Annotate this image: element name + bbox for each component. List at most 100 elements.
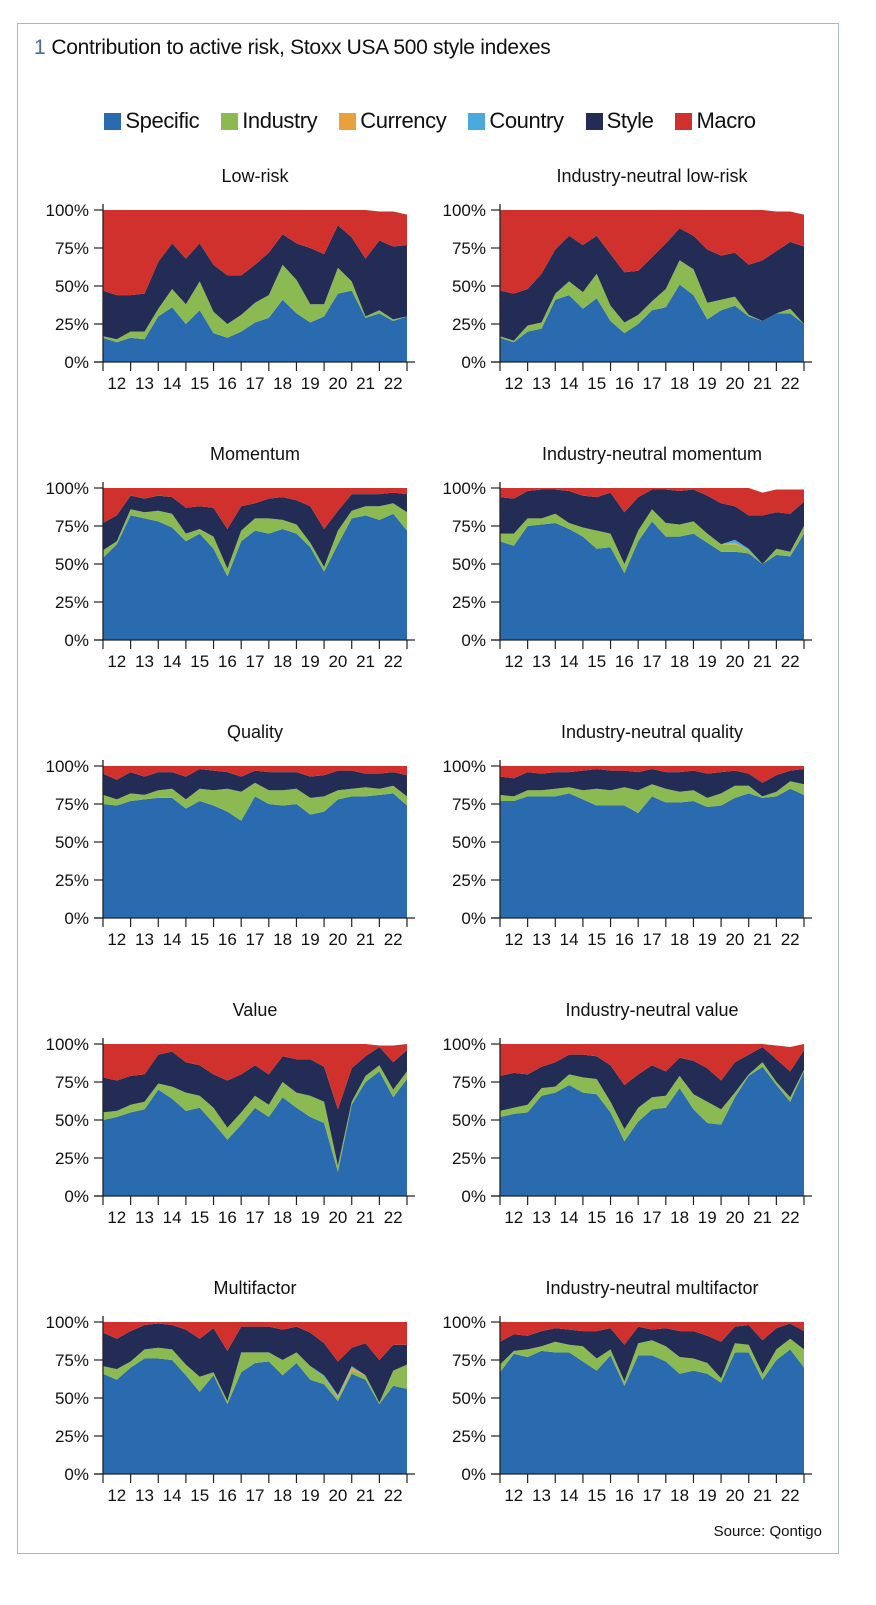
area-style bbox=[103, 769, 407, 800]
legend-item-specific: Specific bbox=[104, 108, 200, 134]
x-tick-label: 12 bbox=[107, 1486, 126, 1505]
x-tick-label: 21 bbox=[753, 1208, 772, 1227]
legend-label: Specific bbox=[125, 108, 200, 133]
area-specific bbox=[103, 290, 407, 362]
x-tick-label: 15 bbox=[587, 1486, 606, 1505]
area-macro bbox=[500, 210, 804, 294]
legend-swatch bbox=[339, 112, 357, 130]
source-note: Source: Qontigo bbox=[713, 1523, 822, 1540]
x-tick-label: 21 bbox=[356, 652, 375, 671]
y-tick-label: 50% bbox=[55, 555, 89, 574]
x-tick-label: 19 bbox=[698, 1208, 717, 1227]
legend-label: Country bbox=[489, 108, 564, 133]
area-style bbox=[500, 1323, 804, 1382]
x-tick-label: 22 bbox=[384, 652, 403, 671]
chart-title: Multifactor bbox=[213, 1278, 296, 1298]
y-tick-label: 75% bbox=[452, 1073, 486, 1092]
x-tick-label: 16 bbox=[218, 930, 237, 949]
x-tick-label: 21 bbox=[753, 930, 772, 949]
chart-title: Industry-neutral value bbox=[565, 1000, 738, 1020]
x-tick-label: 22 bbox=[781, 1486, 800, 1505]
y-tick-label: 0% bbox=[64, 909, 89, 928]
chart-panel: Industry-neutral quality 0% 25% 50% 75% 100% 1… bbox=[443, 722, 812, 949]
y-tick-label: 0% bbox=[64, 1187, 89, 1206]
area-macro bbox=[500, 488, 804, 516]
area-specific bbox=[500, 1066, 804, 1196]
x-tick-label: 17 bbox=[643, 374, 662, 393]
x-tick-label: 22 bbox=[384, 1486, 403, 1505]
y-tick-label: 75% bbox=[55, 1351, 89, 1370]
area-style bbox=[500, 228, 804, 341]
legend-swatch bbox=[104, 112, 122, 130]
legend-label: Currency bbox=[360, 108, 447, 133]
x-tick-label: 12 bbox=[504, 1486, 523, 1505]
x-tick-label: 14 bbox=[163, 652, 182, 671]
x-tick-label: 19 bbox=[301, 374, 320, 393]
x-tick-label: 20 bbox=[725, 1486, 744, 1505]
chart-panel: Momentum 0% 25% 50% 75% 100% 12 13 14 15 16 17 18 19 2… bbox=[46, 444, 415, 671]
area-industry bbox=[103, 1065, 407, 1172]
chart-panel: Industry-neutral low-risk 0% 25% 50% 75% 100%… bbox=[443, 166, 812, 393]
x-tick-label: 21 bbox=[356, 1208, 375, 1227]
figure-title-text: Contribution to active risk, Stoxx USA 5… bbox=[51, 36, 551, 59]
x-tick-label: 17 bbox=[643, 930, 662, 949]
chart-title: Quality bbox=[227, 722, 283, 742]
y-tick-label: 100% bbox=[443, 1313, 486, 1332]
x-tick-label: 17 bbox=[643, 1208, 662, 1227]
area-industry bbox=[103, 503, 407, 577]
area-specific bbox=[500, 1349, 804, 1474]
chart-panel: Low-risk 0% 25% 50% 75% 100% 12 13 14 15 16 17 18 19 2… bbox=[46, 166, 415, 393]
y-tick-label: 50% bbox=[452, 277, 486, 296]
area-industry bbox=[500, 1062, 804, 1142]
x-tick-label: 20 bbox=[328, 930, 347, 949]
y-tick-label: 25% bbox=[55, 871, 89, 890]
y-tick-label: 0% bbox=[64, 631, 89, 650]
y-tick-label: 50% bbox=[55, 833, 89, 852]
x-tick-label: 15 bbox=[587, 1208, 606, 1227]
figure-title: 1 Contribution to active risk, Stoxx USA … bbox=[34, 36, 551, 60]
y-tick-label: 75% bbox=[55, 1073, 89, 1092]
x-tick-label: 12 bbox=[504, 374, 523, 393]
y-tick-label: 25% bbox=[55, 1149, 89, 1168]
x-tick-label: 12 bbox=[107, 1208, 126, 1227]
x-tick-label: 22 bbox=[384, 930, 403, 949]
chart-panel: Quality 0% 25% 50% 75% 100% 12 13 14 15 16 17 18 19 20… bbox=[46, 722, 415, 949]
y-tick-label: 75% bbox=[452, 239, 486, 258]
x-tick-label: 18 bbox=[273, 1486, 292, 1505]
x-tick-label: 14 bbox=[560, 374, 579, 393]
legend-item-currency: Currency bbox=[339, 108, 447, 134]
y-tick-label: 0% bbox=[461, 353, 486, 372]
legend-label: Macro bbox=[696, 108, 756, 133]
y-tick-label: 50% bbox=[452, 1389, 486, 1408]
y-tick-label: 75% bbox=[55, 517, 89, 536]
x-tick-label: 21 bbox=[753, 1486, 772, 1505]
x-tick-label: 15 bbox=[190, 652, 209, 671]
x-tick-label: 12 bbox=[504, 930, 523, 949]
area-industry bbox=[103, 782, 407, 821]
figure-number: 1 bbox=[34, 36, 46, 59]
x-tick-label: 13 bbox=[135, 1208, 154, 1227]
x-tick-label: 20 bbox=[328, 374, 347, 393]
chart-title: Industry-neutral momentum bbox=[542, 444, 762, 464]
area-macro bbox=[103, 210, 407, 296]
y-tick-label: 0% bbox=[461, 1465, 486, 1484]
x-tick-label: 17 bbox=[643, 1486, 662, 1505]
x-tick-label: 21 bbox=[356, 930, 375, 949]
area-specific bbox=[103, 1071, 407, 1196]
y-tick-label: 25% bbox=[452, 1149, 486, 1168]
y-tick-label: 50% bbox=[452, 833, 486, 852]
area-macro bbox=[500, 1044, 804, 1085]
x-tick-label: 13 bbox=[532, 1486, 551, 1505]
x-tick-label: 19 bbox=[301, 1208, 320, 1227]
y-tick-label: 100% bbox=[443, 479, 486, 498]
chart-panel: Industry-neutral momentum 0% 25% 50% 75% 100%… bbox=[443, 444, 812, 671]
chart-panel: Industry-neutral multifactor 0% 25% 50% 75% 1… bbox=[443, 1278, 812, 1505]
x-tick-label: 15 bbox=[587, 374, 606, 393]
x-tick-label: 22 bbox=[781, 374, 800, 393]
legend: Specific Industry Currency Country Style… bbox=[0, 108, 860, 134]
x-tick-label: 17 bbox=[246, 930, 265, 949]
x-tick-label: 19 bbox=[698, 652, 717, 671]
chart-panel: Value 0% 25% 50% 75% 100% 12 13 14 15 16 17 18 19 20 21… bbox=[46, 1000, 415, 1227]
y-tick-label: 25% bbox=[452, 593, 486, 612]
